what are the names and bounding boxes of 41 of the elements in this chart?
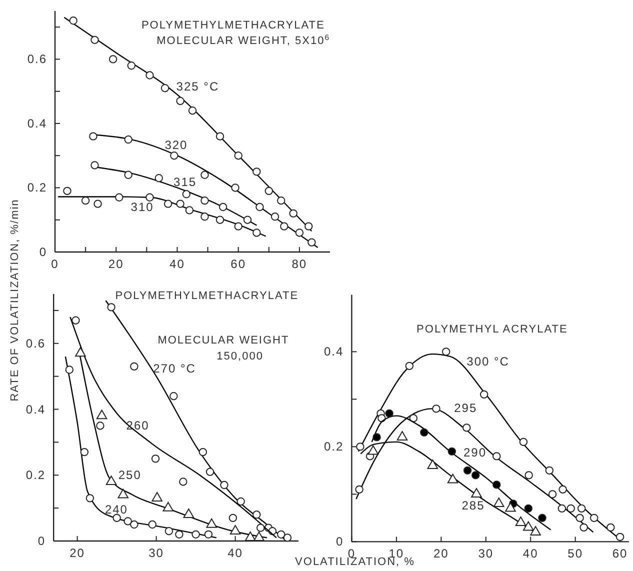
y-tick-label: 0 [39, 245, 47, 259]
series-label: 320 [164, 138, 188, 152]
y-tick-label: 0 [336, 534, 344, 549]
y-tick-label: 0.6 [26, 336, 46, 350]
x-tick-label: 30 [478, 546, 494, 561]
y-tick-label: 0.4 [26, 402, 46, 416]
series-label: 310 [130, 200, 154, 214]
text: MOLECULAR WEIGHT, 5X10$^{6}$ [156, 32, 330, 47]
x-tick-label: 40 [228, 546, 243, 560]
y-tick-label: 0 [38, 534, 46, 548]
series-label: 300 °C [466, 354, 510, 369]
x-tick-label: 60 [230, 257, 246, 271]
x-tick-label: 20 [108, 257, 124, 271]
x-tick-label: 60 [612, 546, 628, 561]
x-tick-label: 20 [433, 546, 449, 561]
chart-title: POLYMETHYLMETHACRYLATE [115, 290, 299, 302]
y-tick-label: 0.4 [27, 116, 47, 130]
y-tick-label: 0.6 [27, 52, 47, 66]
y-tick-label: 0.2 [27, 180, 47, 195]
series-label: 270 °C [153, 361, 196, 376]
series-label: 290 [464, 445, 487, 460]
series-label: 325 °C [176, 80, 220, 94]
y-axis-title: RATE OF VOLATILIZATION, %/min [9, 198, 21, 402]
y-tick-label: 0.2 [324, 440, 344, 454]
series-label: 285 [462, 498, 485, 513]
x-tick-label: 40 [170, 257, 185, 271]
x-tick-label: 40 [522, 546, 538, 561]
x-tick-label: 0 [51, 257, 59, 271]
x-tick-label: 50 [568, 546, 584, 561]
y-tick-label: 0.4 [324, 344, 344, 359]
series-label: 315 [174, 174, 197, 189]
series-label: 295 [454, 400, 478, 415]
x-tick-label: 20 [70, 546, 85, 560]
text: MOLECULAR WEIGHT 150,000 [158, 334, 290, 362]
x-tick-label: 80 [292, 257, 308, 271]
series-label: 250 [118, 468, 142, 482]
text: POLYMETHYL ACRYLATE [416, 324, 568, 336]
text: POLYMETHYLMETHACRYLATE [141, 20, 325, 32]
y-tick-label: 0.2 [26, 468, 46, 482]
x-tick-label: 30 [148, 546, 164, 560]
series-label: 240 [104, 502, 128, 516]
